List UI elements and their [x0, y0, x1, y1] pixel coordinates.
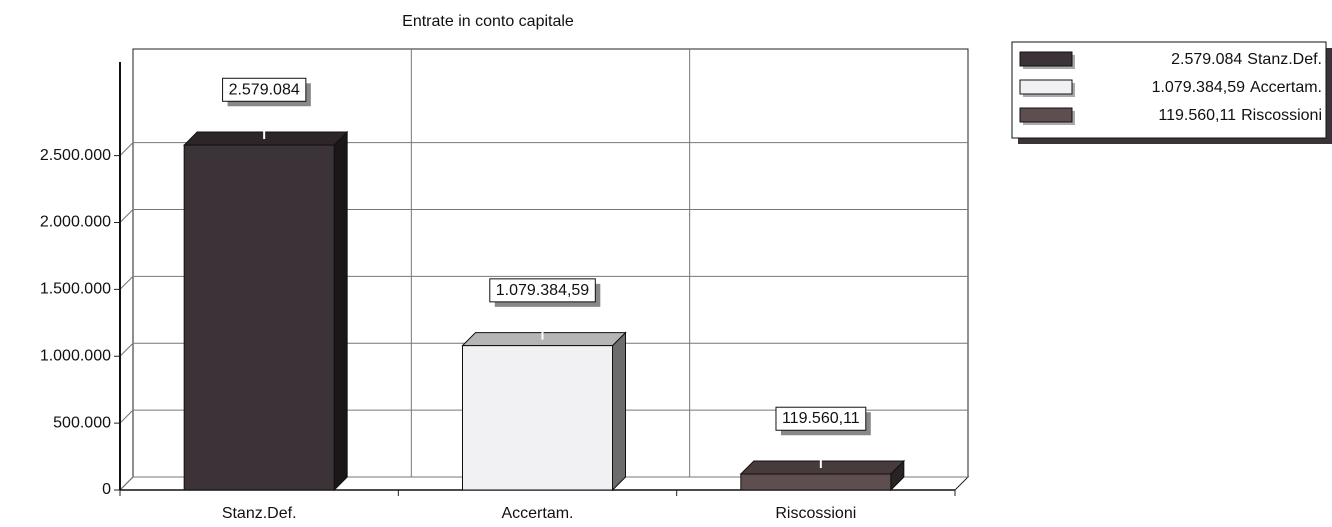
x-tick-label: Stanz.Def.: [222, 505, 297, 522]
value-label: 119.560,11: [782, 410, 860, 427]
legend-swatch: [1019, 79, 1073, 95]
legend-value: 1.079.384,59: [1152, 79, 1246, 96]
legend-value: 119.560,11: [1158, 107, 1236, 124]
y-tick-label: 2.500.000: [40, 147, 111, 164]
y-tick-label: 0: [102, 481, 111, 498]
legend-entry: 119.560,11 Riscossioni: [1158, 107, 1322, 124]
legend-value: 2.579.084: [1171, 51, 1242, 68]
value-label-box: [775, 406, 867, 431]
value-label-box: [489, 278, 596, 303]
value-label: 1.079.384,59: [496, 282, 590, 299]
value-label: 2.579.084: [229, 81, 300, 98]
grid-line-side: [119, 476, 134, 491]
bar: [740, 473, 892, 491]
grid-line-side: [119, 342, 134, 357]
bar-top: [739, 460, 906, 475]
bar: [462, 345, 613, 491]
grid-line-side: [119, 209, 134, 223]
grid-line-side: [119, 276, 134, 290]
y-tick-label: 2.000.000: [40, 214, 111, 231]
legend-entry: 1.079.384,59 Accertam.: [1152, 79, 1322, 96]
y-tick-label: 1.500.000: [40, 281, 111, 298]
bar-top: [461, 332, 627, 347]
grid-line-side: [119, 142, 134, 156]
x-tick-label: Accertam.: [501, 505, 573, 522]
bar-side: [612, 331, 626, 492]
bar: [183, 144, 335, 491]
bar-top: [182, 131, 349, 146]
y-tick-label: 1.000.000: [40, 347, 111, 364]
legend-label: Stanz.Def.: [1247, 51, 1322, 68]
grid-line-side: [119, 409, 134, 424]
legend-label: Riscossioni: [1241, 107, 1322, 124]
legend-swatch: [1019, 107, 1073, 123]
chart-title: Entrate in conto capitale: [402, 13, 574, 30]
legend-swatch: [1019, 51, 1073, 67]
value-label-box: [222, 77, 307, 102]
legend-entry: 2.579.084 Stanz.Def.: [1171, 51, 1322, 68]
x-tick-label: Riscossioni: [775, 505, 856, 522]
legend-label: Accertam.: [1250, 79, 1322, 96]
y-tick-label: 500.000: [53, 414, 111, 431]
bar-side: [333, 130, 348, 492]
